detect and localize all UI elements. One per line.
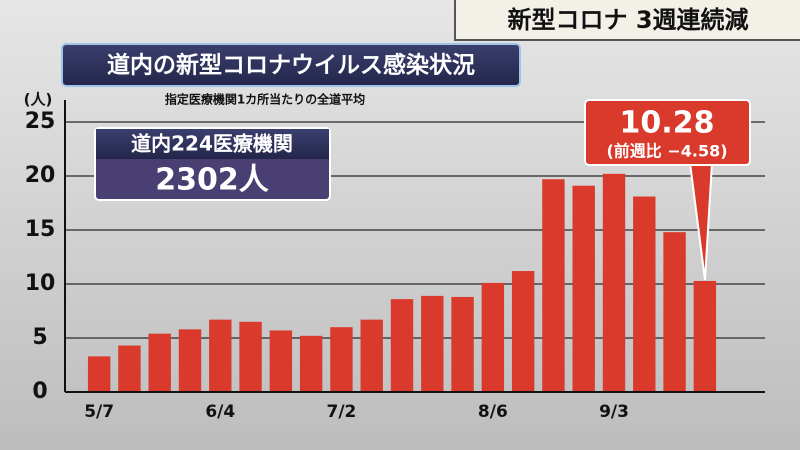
title-box — [61, 43, 521, 87]
x-tick-label: 9/3 — [599, 402, 629, 422]
bar — [360, 319, 383, 392]
y-tick-label: 0 — [32, 379, 47, 404]
x-tick-label: 7/2 — [326, 402, 356, 422]
callout-value: 10.28 — [620, 106, 715, 141]
bar — [663, 232, 686, 392]
bar — [542, 179, 565, 392]
info-value: 2302人 — [155, 163, 269, 198]
bar — [239, 321, 262, 392]
y-unit: (人) — [24, 91, 53, 109]
y-tick-label: 25 — [25, 109, 56, 134]
bar — [148, 333, 171, 392]
bar — [481, 282, 505, 392]
bars — [87, 173, 717, 392]
bar — [633, 196, 656, 392]
bar — [693, 280, 717, 392]
bar — [330, 327, 353, 392]
banner-box — [454, 0, 800, 41]
bar — [269, 330, 293, 392]
x-tick-label: 5/7 — [84, 402, 114, 422]
callout-change: (前週比 −4.58) — [606, 142, 727, 161]
info-box-header — [96, 129, 329, 159]
x-tick-label: 6/4 — [205, 402, 235, 422]
chart-title: 道内の新型コロナウイルス感染状況 — [107, 52, 475, 79]
bar — [421, 295, 444, 392]
bar — [511, 271, 535, 392]
bar — [299, 335, 323, 392]
banner: 新型コロナ 3週連続減 — [507, 6, 748, 34]
bar — [602, 173, 626, 392]
y-tick-label: 10 — [25, 271, 56, 296]
bar — [118, 345, 141, 392]
y-tick-label: 15 — [25, 217, 56, 242]
callout-box — [584, 99, 751, 166]
bar — [390, 299, 414, 392]
bar — [572, 185, 595, 392]
bar — [209, 319, 232, 392]
y-tick-label: 20 — [25, 163, 56, 188]
chart-subtitle: 指定医療機関1カ所当たりの全道平均 — [165, 92, 365, 107]
bar — [87, 356, 111, 392]
bar — [178, 329, 202, 392]
y-tick-label: 5 — [32, 325, 47, 350]
x-tick-label: 8/6 — [478, 402, 508, 422]
info-label: 道内224医療機関 — [131, 132, 293, 156]
bar — [451, 296, 474, 392]
